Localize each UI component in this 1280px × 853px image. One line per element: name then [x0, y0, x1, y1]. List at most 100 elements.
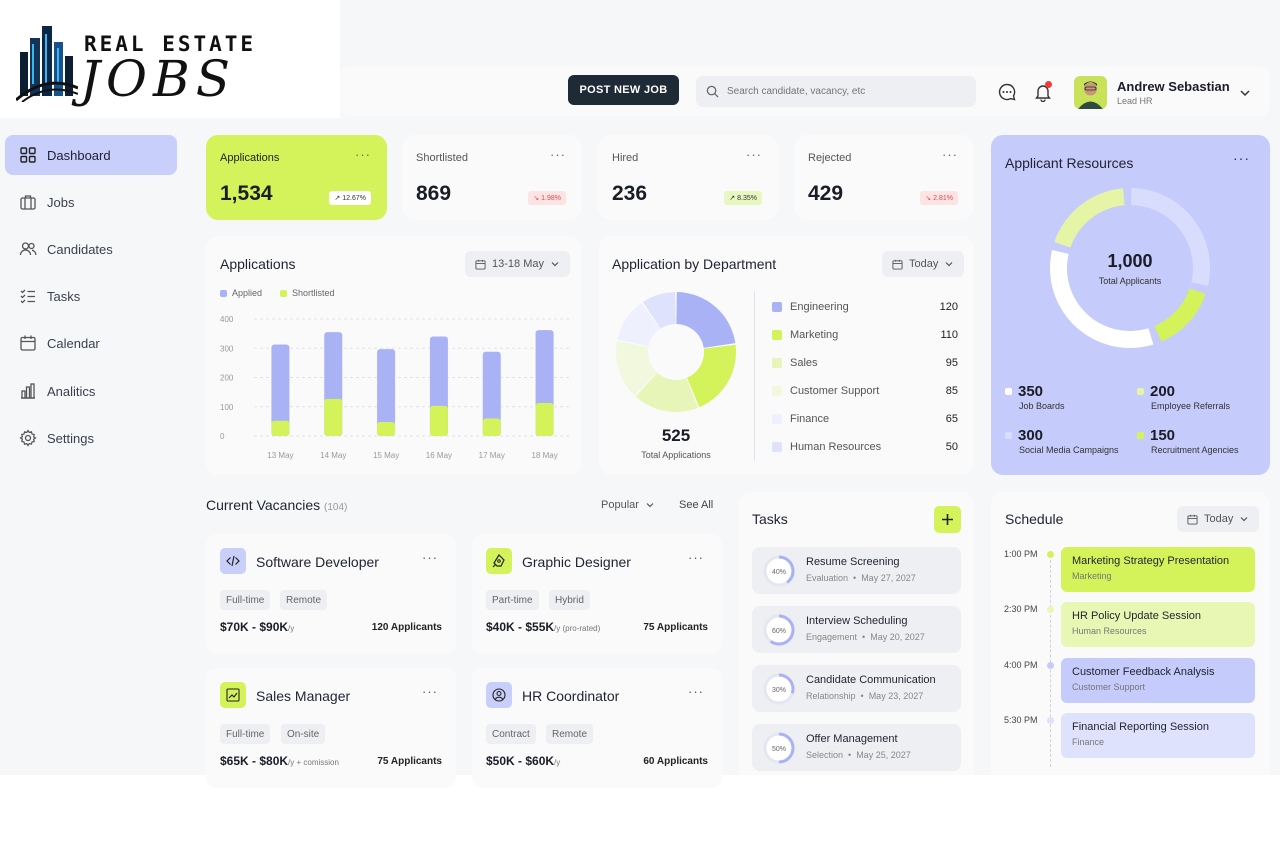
slice-employee-referrals[interactable] — [1054, 188, 1125, 248]
sidebar-item-tasks[interactable]: Tasks — [5, 276, 177, 316]
slice-human-resources[interactable] — [642, 292, 676, 329]
sidebar-item-dashboard[interactable]: Dashboard — [5, 135, 177, 175]
sidebar-item-analitics[interactable]: Analitics — [5, 371, 177, 411]
vacancy-card[interactable]: Sales Manager ··· Full-time On-site $65K… — [206, 668, 456, 788]
more-icon[interactable]: ··· — [355, 147, 371, 162]
bar-shortlisted[interactable] — [482, 418, 501, 436]
task-item[interactable]: 60% Interview Scheduling Engagement • May … — [752, 606, 961, 653]
task-meta: Relationship • May 23, 2027 — [806, 691, 924, 701]
slice-sales[interactable] — [635, 372, 699, 412]
slice-marketing[interactable] — [686, 344, 736, 408]
bar-shortlisted[interactable] — [429, 405, 448, 436]
more-icon[interactable]: ··· — [688, 550, 704, 565]
department-filter-dropdown[interactable]: Today — [882, 251, 965, 277]
more-icon[interactable]: ··· — [746, 147, 762, 162]
more-icon[interactable]: ··· — [942, 147, 958, 162]
resource-value: 300 — [1018, 427, 1044, 444]
resources-title: Applicant Resources — [1005, 155, 1134, 171]
legend-label: Applied — [232, 288, 263, 298]
chevron-down-icon — [551, 262, 559, 267]
more-icon[interactable]: ··· — [422, 684, 438, 699]
post-new-job-button[interactable]: POST NEW JOB — [568, 75, 679, 105]
slice-finance[interactable] — [617, 302, 660, 347]
chevron-down-icon[interactable] — [1238, 86, 1252, 100]
date-range-dropdown[interactable]: 13-18 May — [465, 251, 570, 277]
vacancy-card[interactable]: Software Developer ··· Full-time Remote … — [206, 534, 456, 654]
schedule-event[interactable]: HR Policy Update Session Human Resources — [1061, 602, 1255, 647]
schedule-event[interactable]: Marketing Strategy Presentation Marketing — [1061, 547, 1255, 592]
slice-recruitment-agencies[interactable] — [1154, 288, 1206, 342]
more-icon[interactable]: ··· — [1233, 150, 1250, 166]
bar-shortlisted[interactable] — [324, 398, 343, 436]
progress-label: 40% — [772, 569, 786, 576]
dept-value: 110 — [940, 329, 958, 341]
salary: $65K - $80K/y + comission — [220, 754, 339, 768]
bar-shortlisted[interactable] — [271, 420, 290, 436]
logo-line-2: JOBS — [80, 50, 237, 108]
job-type-tag: Full-time — [220, 724, 271, 744]
sidebar-item-candidates[interactable]: Candidates — [5, 229, 177, 269]
divider — [754, 291, 755, 461]
slice-job-boards[interactable] — [1050, 250, 1154, 348]
search-bar[interactable] — [696, 76, 976, 107]
dept-label: Finance — [790, 413, 830, 425]
bar-applied[interactable] — [271, 344, 290, 436]
legend-swatch — [1005, 388, 1012, 395]
bar-chart-icon — [21, 383, 35, 399]
stat-card-hired[interactable]: Hired ··· 236 ↗ 8.35% — [598, 135, 778, 220]
code-icon — [220, 548, 246, 574]
stat-card-rejected[interactable]: Rejected ··· 429 ↘ 2.81% — [794, 135, 974, 220]
see-all-link[interactable]: See All — [679, 499, 714, 511]
grid-icon — [20, 147, 36, 163]
sidebar-item-label: Tasks — [47, 288, 81, 304]
salary-range: $65K - $80K — [220, 754, 289, 768]
slice-social-media-campaigns[interactable] — [1131, 188, 1210, 286]
dept-value: 50 — [945, 441, 958, 453]
resource-stat: 150 Recruitment Agencies — [1137, 427, 1239, 455]
schedule-event[interactable]: Financial Reporting Session Finance — [1061, 713, 1255, 758]
bar-applied[interactable] — [377, 349, 396, 436]
schedule-event[interactable]: Customer Feedback Analysis Customer Suppo… — [1061, 658, 1255, 703]
sort-dropdown[interactable]: Popular — [591, 492, 665, 518]
task-item[interactable]: 40% Resume Screening Evaluation • May 27, … — [752, 547, 961, 594]
schedule-time: 4:00 PM — [1004, 660, 1038, 670]
sidebar-item-label: Jobs — [47, 194, 75, 210]
event-title: Customer Feedback Analysis — [1072, 666, 1215, 678]
bar-shortlisted[interactable] — [377, 421, 396, 436]
bar-applied[interactable] — [482, 351, 501, 436]
sidebar-item-jobs[interactable]: Jobs — [5, 182, 177, 222]
vacancy-card[interactable]: HR Coordinator ··· Contract Remote $50K … — [472, 668, 722, 788]
trend-value: 1.98% — [541, 194, 561, 202]
task-item[interactable]: 30% Candidate Communication Relationship •… — [752, 665, 961, 712]
task-category: Selection — [806, 750, 844, 760]
x-tick-label: 13 May — [267, 451, 293, 460]
bar-shortlisted[interactable] — [535, 402, 554, 436]
schedule-filter-dropdown[interactable]: Today — [1177, 506, 1260, 532]
department-row: Finance 65 — [772, 411, 958, 427]
applicant-count: 75 Applicants — [643, 622, 708, 633]
more-icon[interactable]: ··· — [422, 550, 438, 565]
sidebar-item-label: Candidates — [47, 241, 113, 257]
vacancies-title-text: Current Vacancies — [206, 497, 321, 513]
calendar-icon — [20, 335, 36, 351]
stat-card-applications[interactable]: Applications ··· 1,534 ↗ 12.67% — [206, 135, 387, 220]
sidebar-item-settings[interactable]: Settings — [5, 418, 177, 458]
legend-swatch — [772, 442, 782, 452]
trend-badge: ↗ 12.67% — [329, 191, 371, 205]
stat-card-shortlisted[interactable]: Shortlisted ··· 869 ↘ 1.98% — [402, 135, 582, 220]
slice-customer-support[interactable] — [616, 341, 657, 396]
avatar[interactable] — [1074, 76, 1107, 109]
chat-icon[interactable] — [997, 82, 1017, 102]
more-icon[interactable]: ··· — [550, 147, 566, 162]
search-input[interactable] — [727, 86, 957, 97]
sidebar-item-calendar[interactable]: Calendar — [5, 323, 177, 363]
task-item[interactable]: 50% Offer Management Selection • May 25, 2… — [752, 724, 961, 771]
add-task-button[interactable] — [934, 506, 961, 533]
vacancy-card[interactable]: Graphic Designer ··· Part-time Hybrid $4… — [472, 534, 722, 654]
legend-swatch — [1005, 432, 1012, 439]
resource-label: Recruitment Agencies — [1151, 445, 1239, 455]
trend-down-icon: ↘ — [925, 195, 932, 202]
logo[interactable]: REAL ESTATE JOBS — [0, 0, 340, 118]
more-icon[interactable]: ··· — [688, 684, 704, 699]
slice-engineering[interactable] — [676, 292, 736, 348]
